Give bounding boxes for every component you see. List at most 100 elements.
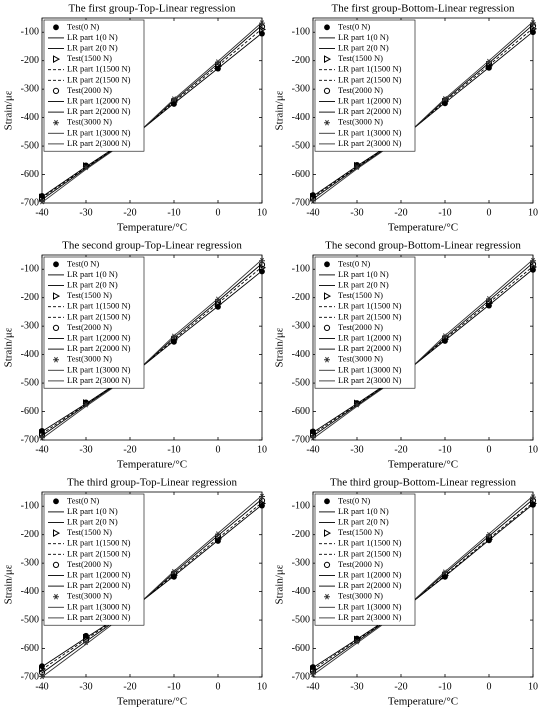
legend-label: Test(3000 N)	[67, 354, 112, 364]
legend-label: Test(2000 N)	[338, 322, 383, 332]
y-axis-label: Strain/με	[274, 327, 286, 367]
y-tick-label: -100	[292, 501, 310, 512]
legend-label: Test(0 N)	[67, 258, 99, 268]
legend-label: LR part 1(1500 N)	[338, 301, 402, 311]
regression-line	[129, 263, 263, 378]
marker	[310, 429, 318, 438]
regression-line	[400, 266, 534, 377]
x-tick-label: -40	[35, 207, 48, 218]
regression-line	[400, 268, 534, 377]
legend-label: Test(3000 N)	[338, 117, 383, 127]
x-tick-label: 0	[487, 444, 492, 455]
x-tick-label: -20	[123, 207, 136, 218]
marker	[83, 633, 91, 642]
x-tick-label: -40	[306, 444, 319, 455]
y-tick-label: -600	[292, 643, 310, 654]
legend-box	[43, 19, 145, 152]
x-tick-label: 10	[257, 207, 267, 218]
marker	[53, 593, 59, 600]
marker	[53, 55, 61, 63]
legend-label: LR part 1(2000 N)	[67, 332, 131, 342]
x-tick-label: -20	[394, 207, 407, 218]
x-axis-label: Temperature/°C	[388, 696, 458, 708]
y-tick-label: -300	[21, 320, 39, 331]
marker	[39, 198, 45, 205]
y-tick-label: -600	[21, 406, 39, 417]
marker	[215, 300, 223, 308]
y-tick-label: -400	[292, 586, 310, 597]
regression-line	[400, 502, 534, 612]
marker	[215, 535, 223, 543]
marker	[530, 257, 536, 264]
x-tick-label: -40	[35, 681, 48, 692]
legend-label: LR part 2(3000 N)	[67, 138, 131, 148]
legend-label: LR part 2(0 N)	[67, 516, 118, 526]
x-tick-label: -20	[394, 444, 407, 455]
y-tick-label: -100	[292, 264, 310, 275]
marker	[52, 324, 60, 331]
x-tick-label: 0	[216, 444, 221, 455]
legend-label: LR part 1(1500 N)	[67, 301, 131, 311]
y-tick-label: -200	[21, 529, 39, 540]
legend-label: LR part 1(0 N)	[338, 506, 389, 516]
marker	[53, 24, 59, 31]
marker	[53, 119, 59, 126]
y-axis-label: Strain/με	[3, 564, 15, 604]
regression-line	[400, 31, 534, 140]
y-tick-label: -300	[292, 320, 310, 331]
x-axis-label: Temperature/°C	[117, 696, 187, 708]
regression-line	[400, 503, 534, 612]
x-tick-label: -10	[438, 207, 451, 218]
regression-line	[129, 495, 263, 613]
x-tick-label: -40	[306, 681, 319, 692]
legend-label: LR part 1(0 N)	[338, 269, 389, 279]
x-tick-label: -10	[167, 681, 180, 692]
legend: Test(0 N)LR part 1(0 N)LR part 2(0 N)Tes…	[314, 256, 416, 389]
legend-label: LR part 1(3000 N)	[338, 364, 402, 374]
legend-label: LR part 1(3000 N)	[338, 127, 402, 137]
regression-line	[41, 137, 131, 199]
marker	[324, 292, 332, 300]
marker	[530, 499, 538, 508]
y-tick-label: -100	[292, 27, 310, 38]
legend-label: Test(2000 N)	[67, 322, 112, 332]
marker	[323, 561, 331, 569]
marker	[259, 25, 267, 34]
marker	[310, 434, 316, 441]
x-tick-label: 0	[216, 681, 221, 692]
legend-label: LR part 2(0 N)	[67, 42, 118, 52]
y-tick-label: -400	[21, 112, 39, 123]
marker	[53, 356, 59, 363]
y-tick-label: -200	[292, 55, 310, 66]
marker	[324, 593, 330, 600]
legend-label: LR part 2(1500 N)	[67, 74, 131, 84]
marker	[53, 529, 61, 537]
legend-label: LR part 1(3000 N)	[67, 364, 131, 374]
y-tick-label: -300	[21, 557, 39, 568]
legend-label: LR part 1(0 N)	[67, 269, 118, 279]
legend-label: LR part 2(1500 N)	[338, 311, 402, 321]
x-tick-label: -20	[123, 444, 136, 455]
legend-label: Test(0 N)	[67, 21, 99, 31]
regression-line	[312, 374, 402, 435]
marker	[530, 19, 536, 26]
x-tick-label: -30	[79, 207, 92, 218]
y-tick-label: -700	[21, 434, 39, 445]
marker	[53, 498, 59, 505]
legend-label: LR part 1(2000 N)	[338, 332, 402, 342]
y-tick-label: -500	[292, 377, 310, 388]
legend-label: LR part 2(2000 N)	[338, 106, 402, 116]
regression-line	[129, 502, 263, 612]
y-tick-label: -700	[21, 197, 39, 208]
legend-label: LR part 2(1500 N)	[338, 74, 402, 84]
y-tick-label: -100	[21, 27, 39, 38]
legend-label: LR part 1(1500 N)	[338, 538, 402, 548]
marker	[53, 292, 61, 300]
marker	[324, 261, 330, 268]
y-axis-label: Strain/με	[3, 327, 15, 367]
marker	[310, 671, 316, 678]
marker	[310, 198, 316, 204]
x-tick-label: -10	[438, 444, 451, 455]
regression-line	[400, 259, 534, 378]
